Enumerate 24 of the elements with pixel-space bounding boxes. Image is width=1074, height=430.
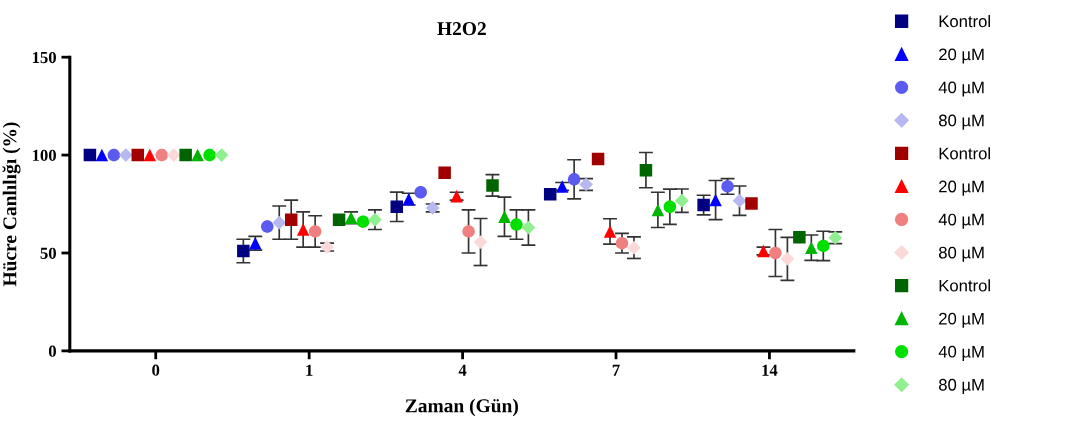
y-tick-label: 0 bbox=[48, 345, 56, 357]
legend-label: 20 µM bbox=[939, 180, 984, 196]
legend-label: 80 µM bbox=[939, 378, 984, 394]
x-tick-label: 4 bbox=[458, 364, 467, 376]
legend-label: 20 µM bbox=[939, 312, 984, 328]
legend-label: 40 µM bbox=[938, 213, 984, 229]
x-tick-label: 0 bbox=[152, 364, 160, 376]
x-tick-label: 14 bbox=[762, 364, 778, 376]
y-tick-label: 150 bbox=[32, 51, 56, 64]
chart-title: H2O2 bbox=[437, 22, 486, 36]
y-tick-label: 50 bbox=[40, 247, 56, 259]
y-axis-title: Hücre Canlılığı (%) bbox=[2, 122, 21, 287]
legend-label: 40 µM bbox=[938, 345, 984, 361]
legend-label: Kontrol bbox=[939, 15, 990, 28]
legend-label: 80 µM bbox=[939, 246, 984, 262]
legend-label: 40 µM bbox=[938, 81, 984, 97]
legend-label: 20 µM bbox=[939, 48, 984, 64]
x-tick-label: 7 bbox=[612, 364, 620, 376]
x-tick-label: 1 bbox=[306, 364, 313, 376]
legend-label: 80 µM bbox=[939, 114, 984, 130]
x-axis-title: Zaman (Gün) bbox=[405, 398, 518, 417]
legend-label: Kontrol bbox=[939, 147, 990, 160]
legend-label: Kontrol bbox=[939, 279, 990, 292]
y-tick-label: 100 bbox=[32, 149, 56, 162]
